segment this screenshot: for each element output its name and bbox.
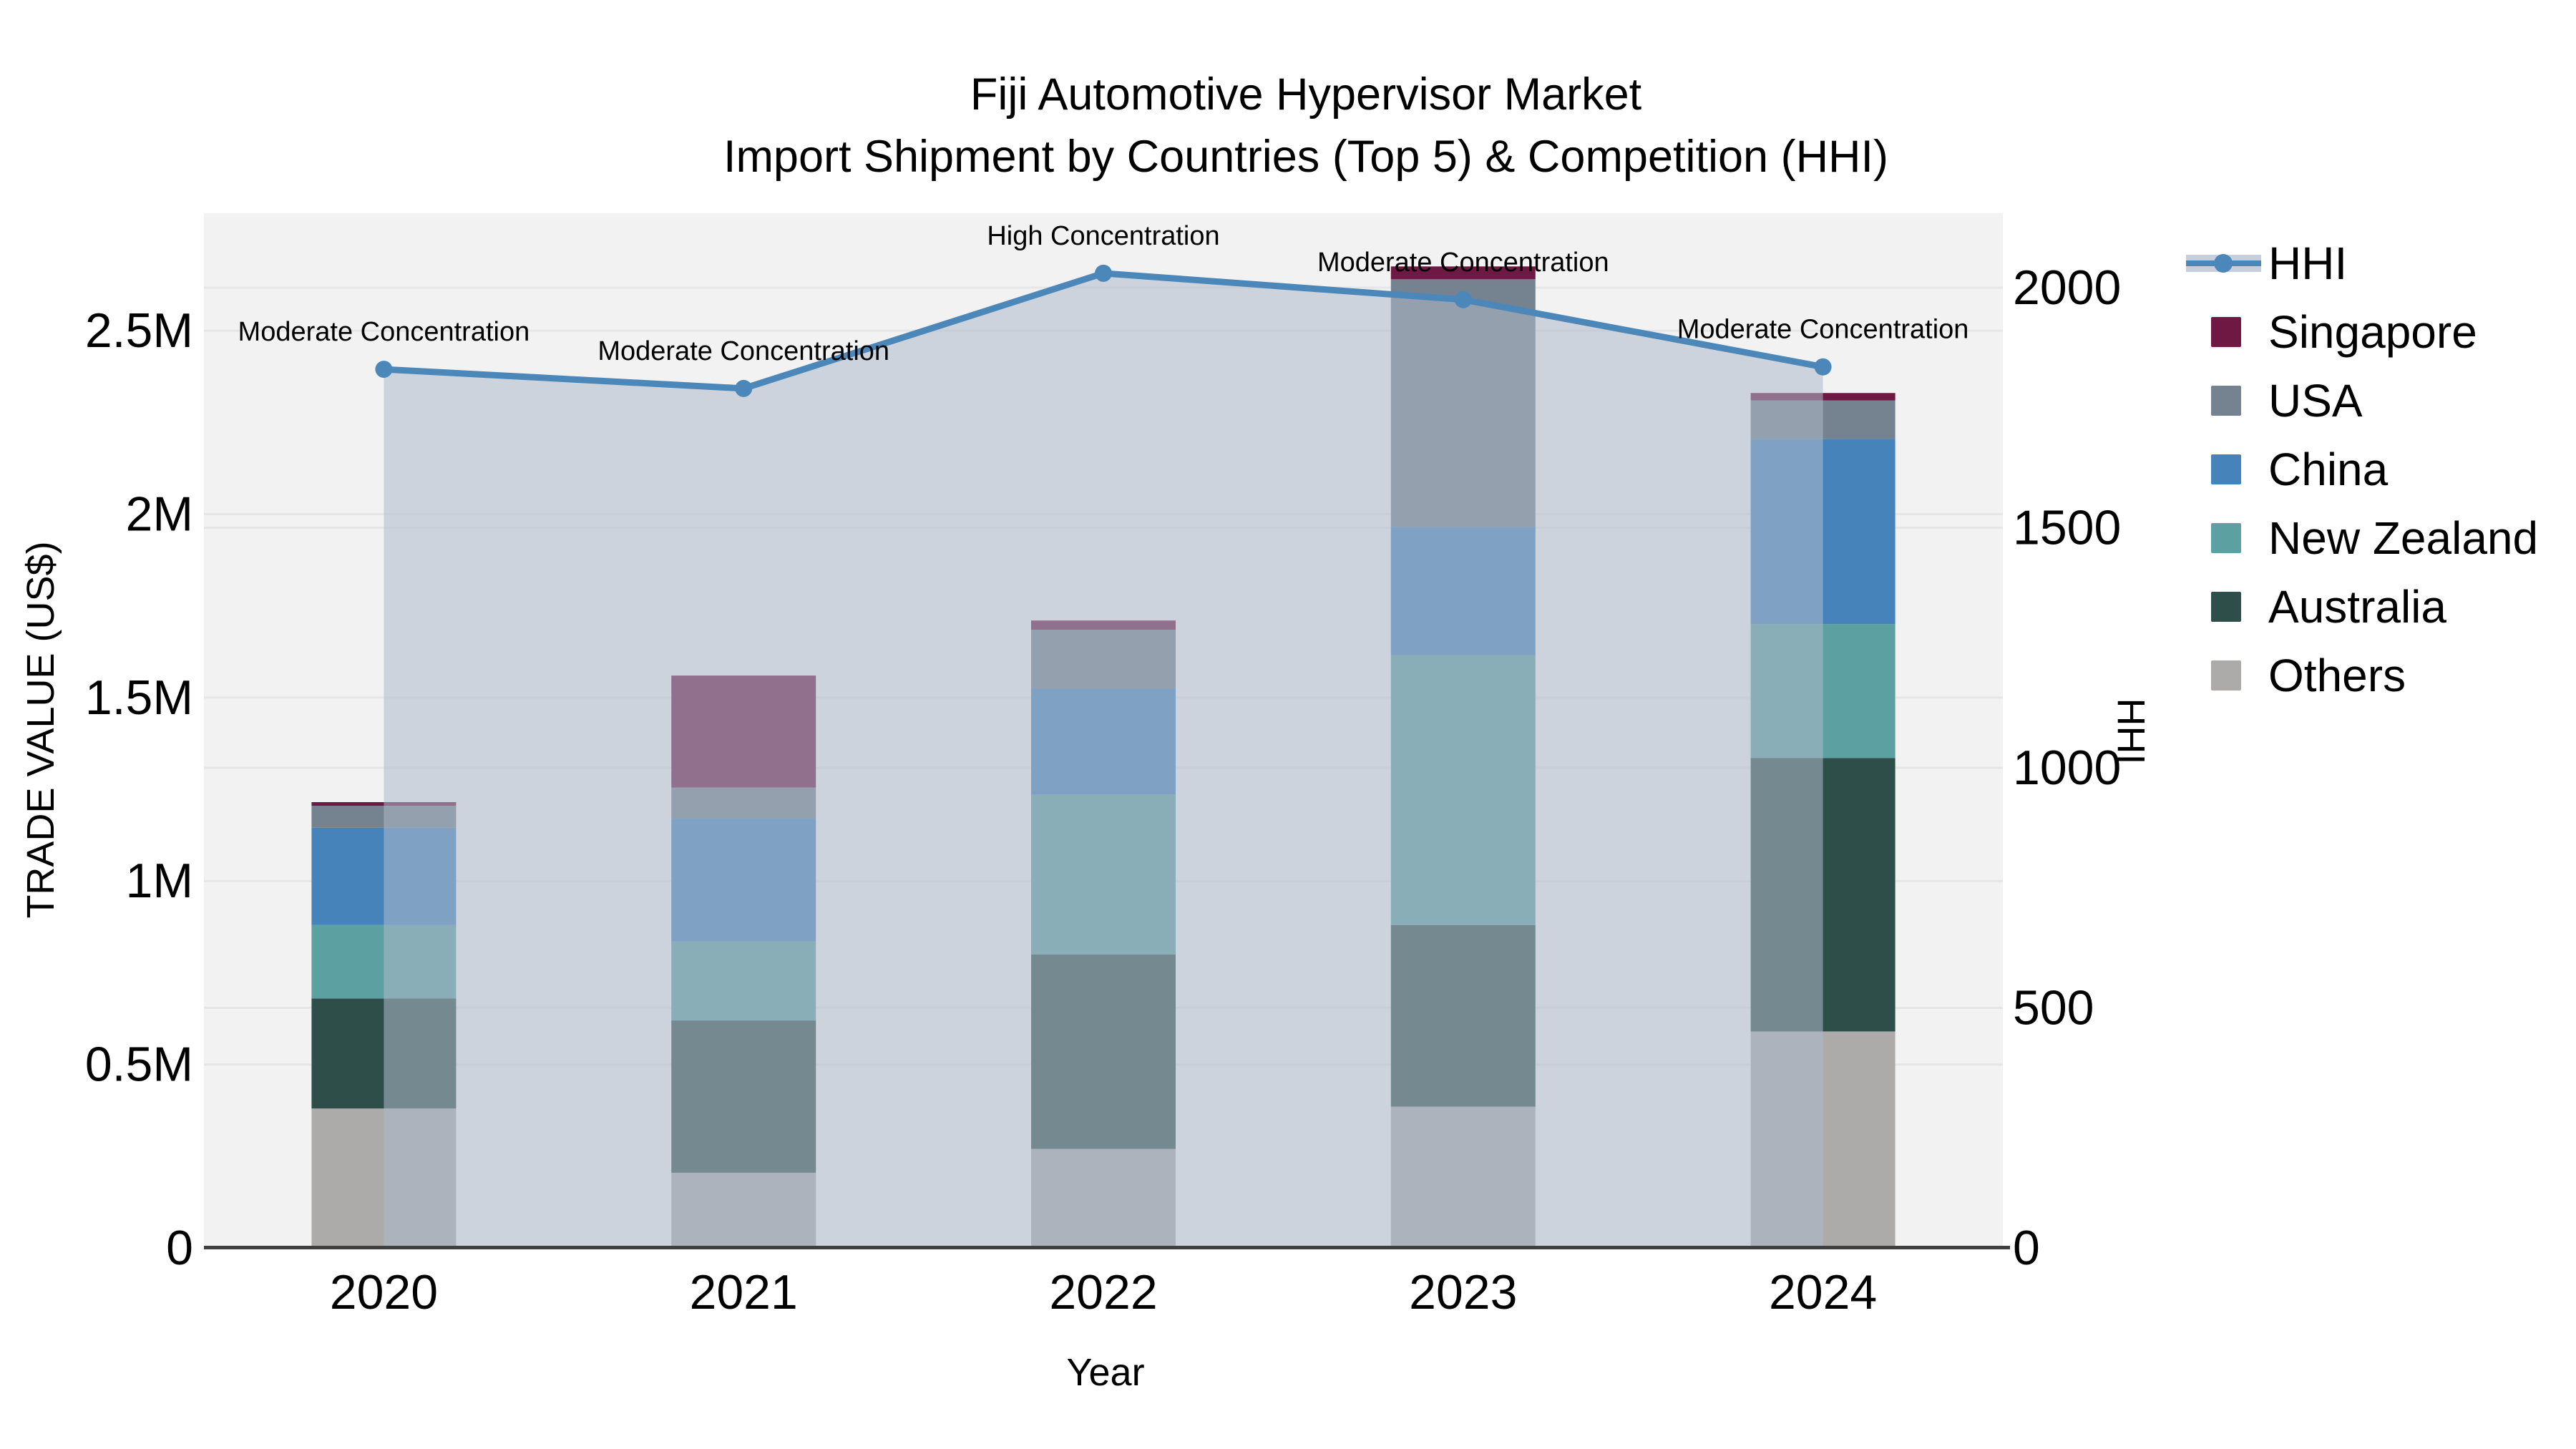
right-tick-2000: 2000 — [2013, 260, 2121, 315]
hhi-marker-2023 — [1454, 291, 1472, 308]
page-title: Fiji Automotive Hypervisor Market — [970, 69, 1642, 119]
legend-item-others[interactable]: Others — [2186, 649, 2406, 702]
left-tick-1M: 1M — [126, 854, 193, 908]
legend-swatch-new-zealand — [2211, 523, 2241, 553]
china-legend-icon-slot — [2186, 454, 2268, 485]
legend-item-china[interactable]: China — [2186, 443, 2388, 496]
hhi-marker-2022 — [1095, 264, 1112, 282]
legend-label-australia: Australia — [2268, 581, 2446, 633]
hhi-marker-2020 — [375, 361, 393, 379]
legend-swatch-others — [2211, 660, 2241, 691]
legend-item-australia[interactable]: Australia — [2186, 580, 2446, 633]
right-tick-1500: 1500 — [2013, 501, 2121, 555]
new-zealand-legend-icon-slot — [2186, 522, 2268, 554]
left-axis-title: TRADE VALUE (US$) — [19, 541, 62, 919]
hhi-annotation-2024: Moderate Concentration — [1677, 315, 1969, 345]
hhi-annotation-2023: Moderate Concentration — [1317, 248, 1609, 278]
legend-label-hhi: HHI — [2268, 238, 2348, 289]
others-legend-icon-slot — [2186, 660, 2268, 691]
legend-item-usa[interactable]: USA — [2186, 374, 2363, 427]
legend-label-singapore: Singapore — [2268, 306, 2477, 358]
legend-item-singapore[interactable]: Singapore — [2186, 306, 2477, 358]
legend-label-others: Others — [2268, 650, 2406, 701]
left-tick-2M: 2M — [126, 487, 193, 541]
hhi-annotation-2022: High Concentration — [987, 221, 1219, 251]
legend-item-hhi[interactable]: HHI — [2186, 237, 2347, 290]
x-tick-2020: 2020 — [330, 1265, 438, 1319]
bar-segment-singapore-2023 — [1390, 266, 1536, 280]
left-tick-0: 0 — [166, 1221, 193, 1275]
page-subtitle: Import Shipment by Countries (Top 5) & C… — [723, 132, 1889, 182]
singapore-legend-icon-slot — [2186, 316, 2268, 348]
left-tick-1.5M: 1.5M — [85, 670, 193, 725]
legend-label-usa: USA — [2268, 375, 2363, 426]
hhi-annotation-2020: Moderate Concentration — [238, 317, 530, 347]
x-axis-line — [204, 1246, 2010, 1249]
right-tick-1000: 1000 — [2013, 741, 2121, 795]
australia-legend-icon-slot — [2186, 591, 2268, 623]
right-tick-0: 0 — [2013, 1221, 2040, 1275]
legend-item-new-zealand[interactable]: New Zealand — [2186, 512, 2538, 565]
legend-label-china: China — [2268, 444, 2389, 495]
usa-legend-icon-slot — [2186, 385, 2268, 416]
hhi-marker-2021 — [735, 379, 753, 397]
legend-label-new-zealand: New Zealand — [2268, 512, 2539, 564]
x-tick-2022: 2022 — [1049, 1265, 1157, 1319]
legend-swatch-china — [2211, 454, 2241, 484]
hhi-legend-icon-slot — [2186, 248, 2268, 279]
left-tick-0.5M: 0.5M — [85, 1038, 193, 1092]
x-tick-2024: 2024 — [1769, 1265, 1877, 1319]
hhi-marker-2024 — [1814, 358, 1832, 376]
hhi-annotation-2021: Moderate Concentration — [597, 336, 889, 366]
right-tick-500: 500 — [2013, 981, 2094, 1035]
x-tick-2021: 2021 — [690, 1265, 798, 1319]
legend-swatch-singapore — [2211, 317, 2241, 347]
hhi-area-fill — [384, 273, 1823, 1248]
x-tick-2023: 2023 — [1409, 1265, 1517, 1319]
hhi-legend-line-icon — [2186, 254, 2261, 273]
left-tick-2.5M: 2.5M — [85, 303, 193, 358]
legend-swatch-australia — [2211, 592, 2241, 622]
x-axis-title: Year — [1066, 1351, 1145, 1394]
right-axis-title: HHI — [2109, 698, 2152, 765]
legend-swatch-usa — [2211, 386, 2241, 416]
